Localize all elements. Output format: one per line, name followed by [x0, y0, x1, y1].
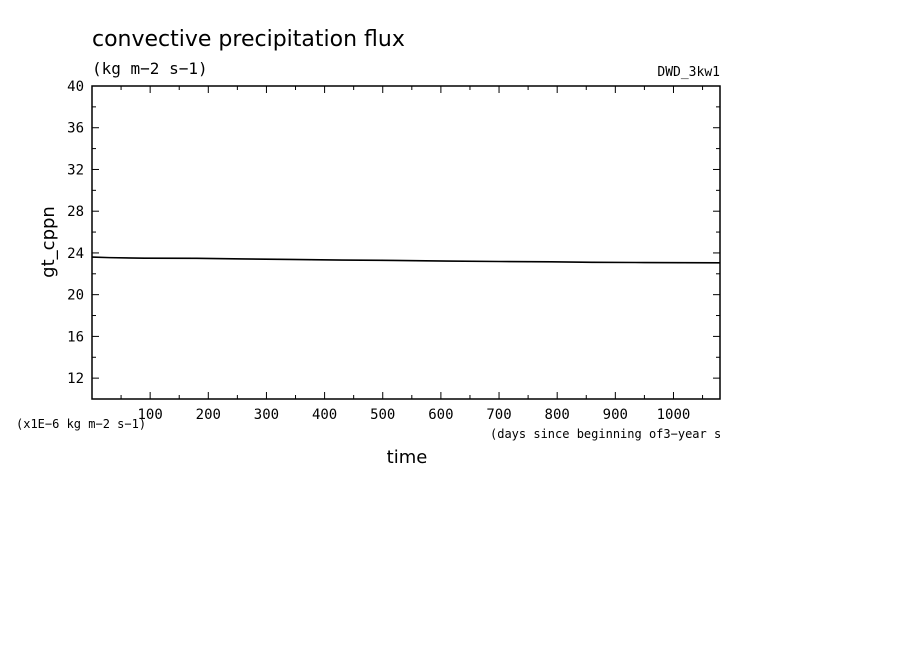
data-series [91, 256, 721, 264]
run-label: DWD_3kw1 [657, 65, 720, 80]
x-tick-label: 600 [428, 407, 453, 423]
plot-axes [91, 85, 721, 400]
x-tick-label: 1000 [657, 407, 691, 423]
x-axis-units: (days since beginning of3−year s [490, 427, 721, 441]
y-tick-label: 16 [67, 329, 84, 345]
x-tick-label: 400 [312, 407, 337, 423]
y-tick-label: 24 [67, 246, 84, 262]
x-tick-label: 800 [545, 407, 570, 423]
y-tick-label: 36 [67, 121, 84, 137]
x-tick-label: 900 [603, 407, 628, 423]
y-tick-label: 28 [67, 204, 84, 220]
chart-subtitle: (kg m−2 s−1) [92, 59, 208, 78]
x-tick-labels: 100 200 300 400 500 600 700 800 900 1000 [137, 407, 690, 423]
x-tick-label: 500 [370, 407, 395, 423]
chart-title: convective precipitation flux [92, 27, 405, 52]
y-scale-label: (x1E−6 kg m−2 s−1) [16, 417, 146, 431]
y-tick-label: 12 [67, 371, 84, 387]
series-line [91, 256, 721, 264]
y-tick-labels: 12 16 20 24 28 32 36 40 [67, 79, 84, 387]
y-tick-label: 40 [67, 79, 84, 95]
plot-frame [91, 85, 721, 400]
x-tick-label: 700 [486, 407, 511, 423]
y-axis-label: gt_cppn [38, 206, 59, 278]
x-tick-label: 100 [137, 407, 162, 423]
x-axis-label: time [387, 447, 428, 468]
x-tick-label: 300 [254, 407, 279, 423]
y-tick-label: 20 [67, 288, 84, 304]
y-tick-label: 32 [67, 162, 84, 178]
x-tick-label: 200 [196, 407, 221, 423]
